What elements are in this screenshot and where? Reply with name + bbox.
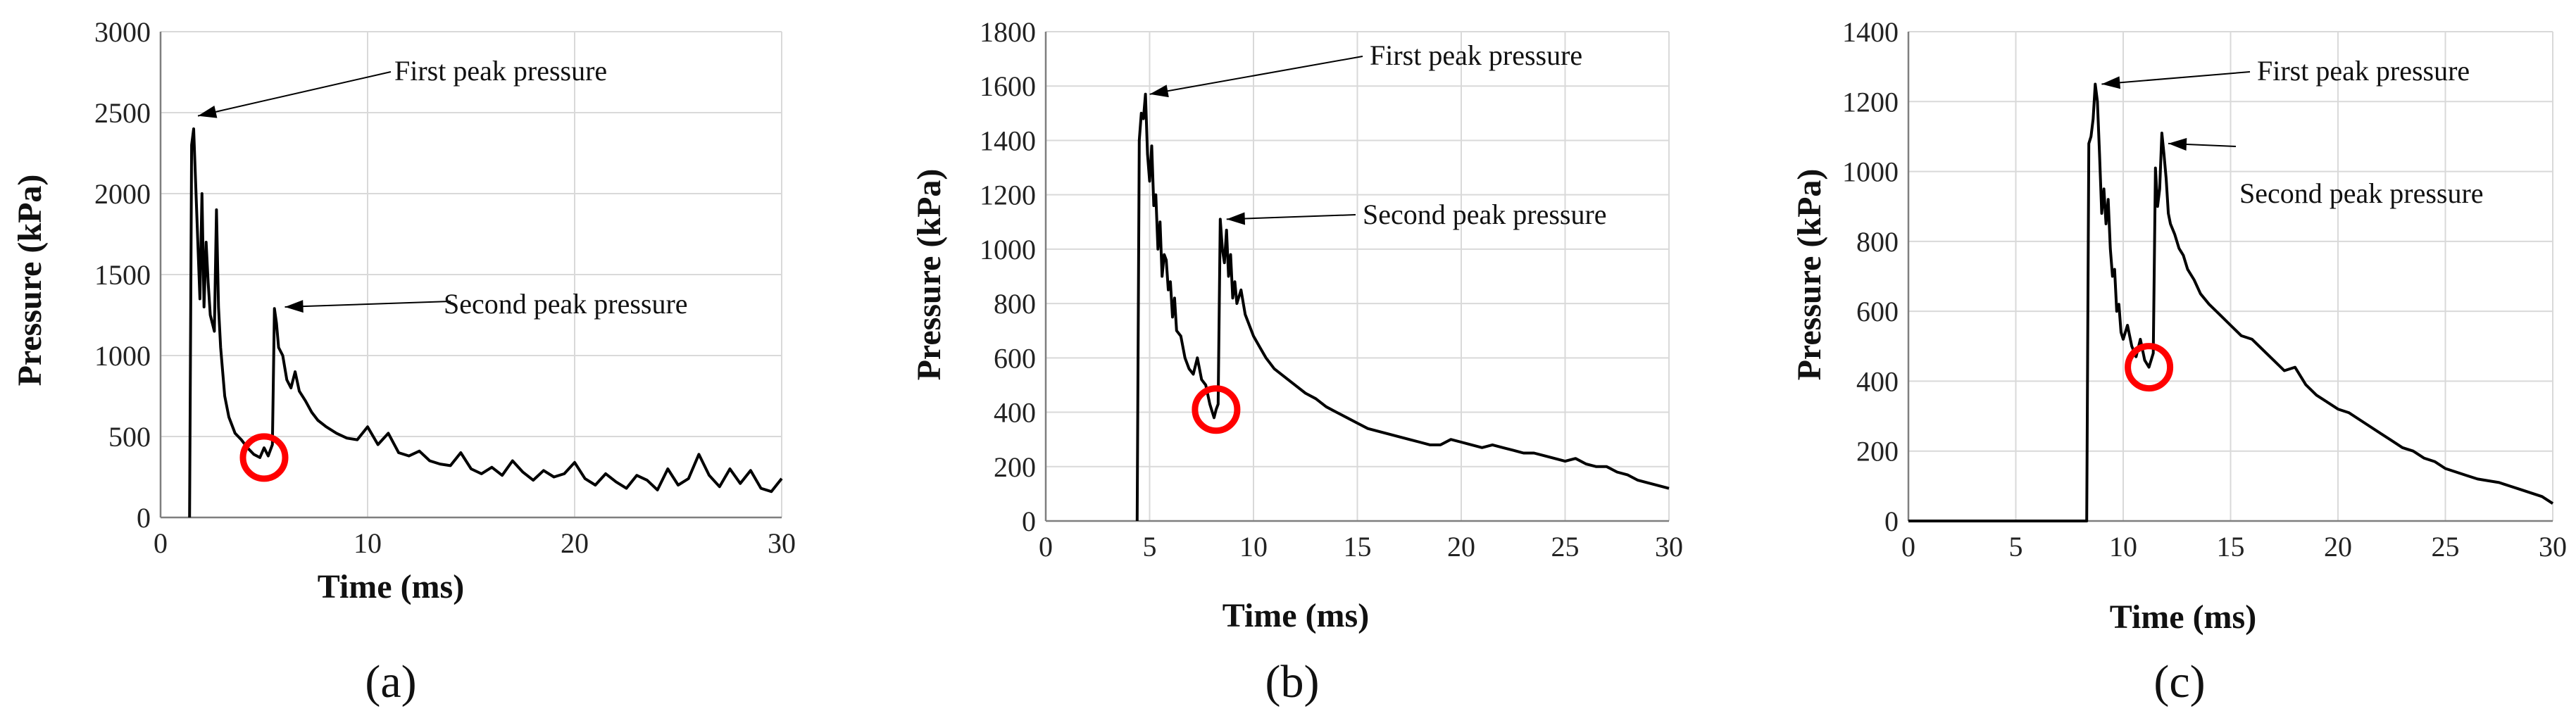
annotation-second-peak: Second peak pressure (2239, 177, 2484, 209)
highlight-circle (1192, 385, 1241, 434)
second-peak-arrow (1226, 214, 1356, 220)
y-tick-label: 1200 (1842, 86, 1899, 118)
y-tick-label: 1000 (1842, 156, 1899, 188)
series-layer (1908, 82, 2554, 522)
series-line-pressure (1135, 92, 1670, 522)
grid-lines (1044, 31, 1670, 522)
x-tick-label: 20 (2324, 531, 2352, 563)
annotation-layer (1149, 56, 1363, 434)
arrowhead (285, 300, 304, 313)
arrowhead (2101, 76, 2121, 89)
first-peak-arrow (1149, 56, 1363, 95)
highlight-circle (239, 433, 289, 482)
y-tick-label: 3000 (94, 16, 151, 48)
y-axis-title: Pressure (kPa) (911, 169, 948, 381)
y-tick-label: 1500 (94, 259, 151, 291)
x-tick-label: 30 (768, 527, 796, 559)
x-tick-label: 15 (2217, 531, 2245, 563)
y-tick-label: 2500 (94, 97, 151, 129)
y-tick-label: 1200 (980, 180, 1036, 211)
x-tick-label: 5 (1143, 531, 1157, 563)
panel-label-a: (a) (365, 656, 416, 708)
highlight-circle (2125, 343, 2174, 392)
annotation-second-peak: Second peak pressure (1363, 199, 1607, 230)
annotation-layer (197, 71, 451, 482)
y-axis-title: Pressure (kPa) (1791, 169, 1828, 381)
y-tick-label: 400 (1856, 365, 1899, 397)
x-tick-label: 30 (1655, 531, 1683, 563)
chart-panel-b: 0 200 400 600 800 1000 1200 1400 1600 1800 0 5 10 15 2… (911, 16, 1683, 708)
arrowhead (1149, 84, 1169, 98)
x-tick-label: 0 (1901, 531, 1915, 563)
x-axis-title: Time (ms) (318, 568, 464, 605)
x-tick-label: 10 (2109, 531, 2137, 563)
tick-labels: 0 500 1000 1500 2000 2500 3000 0 10 20 30 (94, 16, 796, 559)
y-tick-label: 1600 (980, 70, 1036, 102)
y-tick-label: 0 (1022, 505, 1036, 537)
second-peak-arrow (285, 301, 451, 308)
panel-label-c: (c) (2153, 656, 2205, 708)
y-tick-label: 600 (994, 342, 1036, 374)
tick-labels: 0 200 400 600 800 1000 1200 1400 0 5 10 15 20 25 30 (1842, 16, 2567, 563)
annotation-first-peak: First peak pressure (2257, 55, 2470, 87)
x-tick-label: 10 (1239, 531, 1268, 563)
x-tick-label: 15 (1344, 531, 1372, 563)
series-line-pressure (1908, 82, 2554, 522)
y-tick-label: 500 (108, 421, 151, 453)
first-peak-arrow (2101, 71, 2251, 85)
annotation-first-peak: First peak pressure (1370, 39, 1582, 71)
y-tick-label: 800 (1856, 226, 1899, 258)
series-line-pressure (188, 127, 783, 518)
x-tick-label: 30 (2539, 531, 2567, 563)
y-tick-label: 0 (1884, 505, 1899, 537)
y-tick-label: 1400 (980, 125, 1036, 156)
arrowhead (1226, 212, 1246, 225)
series-layer (188, 127, 783, 518)
y-tick-label: 400 (994, 397, 1036, 429)
x-tick-label: 0 (154, 527, 168, 559)
chart-panel-c: 0 200 400 600 800 1000 1200 1400 0 5 10 15 20 25 30 Ti… (1791, 16, 2567, 708)
x-tick-label: 10 (354, 527, 382, 559)
chart-panel-a: 0 500 1000 1500 2000 2500 3000 0 10 20 30 Time (ms… (11, 16, 796, 708)
x-axis-title: Time (ms) (1223, 597, 1369, 634)
y-tick-label: 0 (137, 502, 151, 534)
first-peak-arrow (197, 71, 392, 117)
annotation-first-peak: First peak pressure (394, 55, 607, 87)
arrowhead (2168, 137, 2187, 151)
arrowhead (198, 106, 218, 118)
y-axis-title: Pressure (kPa) (11, 175, 49, 387)
x-tick-label: 0 (1039, 531, 1053, 563)
annotation-second-peak: Second peak pressure (444, 288, 688, 320)
x-axis-title: Time (ms) (2110, 598, 2256, 636)
y-tick-label: 200 (1856, 436, 1899, 467)
y-tick-label: 800 (994, 288, 1036, 320)
y-tick-label: 1000 (980, 234, 1036, 265)
x-tick-label: 20 (1447, 531, 1475, 563)
y-tick-label: 1800 (980, 16, 1036, 48)
y-tick-label: 200 (994, 451, 1036, 483)
y-tick-label: 1400 (1842, 16, 1899, 48)
tick-labels: 0 200 400 600 800 1000 1200 1400 1600 1800 0 5 10 15 2… (980, 16, 1683, 563)
x-tick-label: 20 (561, 527, 589, 559)
panel-label-b: (b) (1265, 656, 1320, 708)
x-tick-label: 5 (2009, 531, 2023, 563)
series-layer (1135, 92, 1670, 522)
x-tick-label: 25 (1551, 531, 1580, 563)
y-tick-label: 2000 (94, 178, 151, 210)
annotation-layer (2101, 71, 2251, 392)
y-tick-label: 1000 (94, 340, 151, 372)
grid-lines (159, 31, 782, 519)
x-tick-label: 25 (2432, 531, 2460, 563)
grid-lines (1907, 31, 2553, 522)
y-tick-label: 600 (1856, 296, 1899, 327)
